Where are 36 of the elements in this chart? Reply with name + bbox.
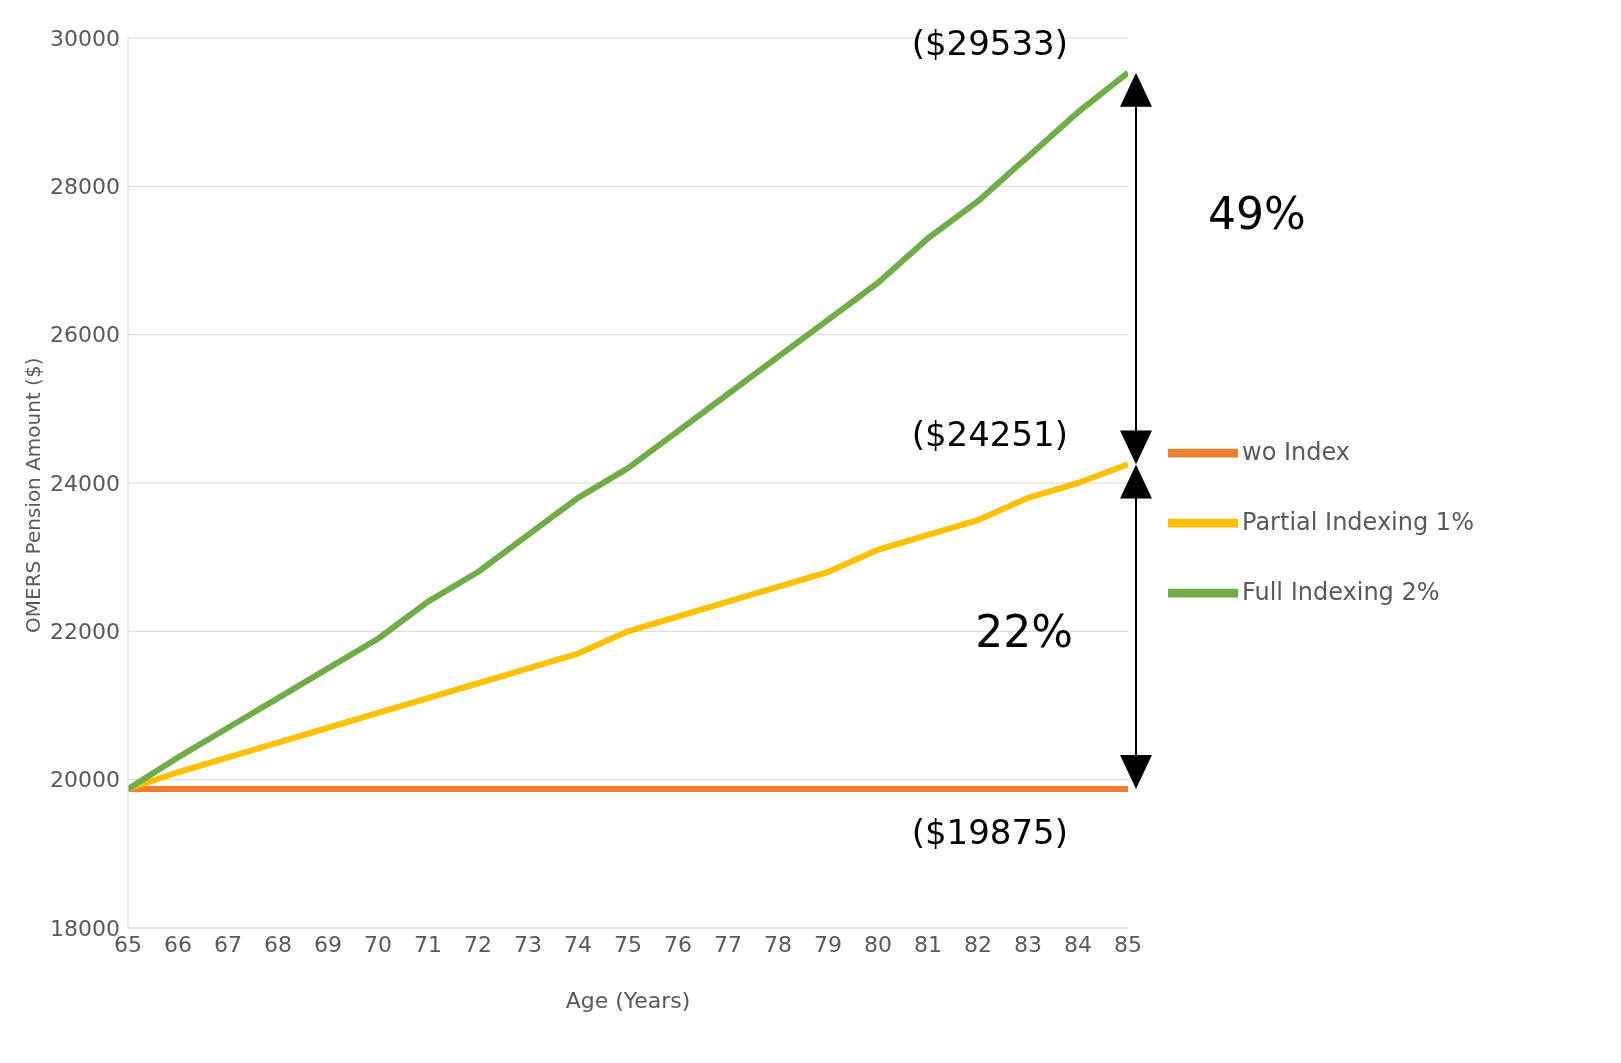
- x-tick-label: 70: [364, 931, 392, 957]
- x-tick-label: 66: [164, 931, 192, 957]
- y-axis-title: OMERS Pension Amount ($): [21, 357, 46, 633]
- annotation: 22%: [975, 605, 1073, 657]
- legend-label: wo Index: [1242, 438, 1351, 466]
- x-tick-label: 75: [614, 931, 642, 957]
- annotation: ($24251): [911, 414, 1068, 455]
- x-tick-label: 68: [264, 931, 292, 957]
- legend-label: Partial Indexing 1%: [1242, 508, 1474, 536]
- x-tick-label: 73: [514, 931, 542, 957]
- y-tick-label: 28000: [50, 174, 120, 200]
- x-tick-label: 77: [714, 931, 742, 957]
- y-tick-label: 24000: [50, 470, 120, 496]
- annotation: ($29533): [911, 22, 1068, 63]
- x-tick-label: 79: [814, 931, 842, 957]
- text: 49%: [1208, 187, 1306, 239]
- x-tick-label: 78: [764, 931, 792, 957]
- x-tick-label: 84: [1064, 931, 1092, 957]
- legend-label: Full Indexing 2%: [1242, 578, 1440, 606]
- x-tick-label: 71: [414, 931, 442, 957]
- x-tick-label: 80: [864, 931, 892, 957]
- x-tick-label: 76: [664, 931, 692, 957]
- x-tick-label: 67: [214, 931, 242, 957]
- y-tick-label: 20000: [50, 767, 120, 793]
- y-tick-label: 22000: [50, 619, 120, 645]
- annotation: ($19875): [911, 811, 1068, 852]
- x-tick-label: 74: [564, 931, 592, 957]
- x-tick-label: 85: [1114, 931, 1142, 957]
- y-tick-label: 30000: [50, 25, 120, 51]
- x-tick-label: 72: [464, 931, 492, 957]
- x-tick-label: 83: [1014, 931, 1042, 957]
- x-tick-label: 69: [314, 931, 342, 957]
- x-tick-label: 82: [964, 931, 992, 957]
- x-tick-label: 81: [914, 931, 942, 957]
- y-tick-label: 26000: [50, 322, 120, 348]
- x-axis-title: Age (Years): [565, 988, 691, 1013]
